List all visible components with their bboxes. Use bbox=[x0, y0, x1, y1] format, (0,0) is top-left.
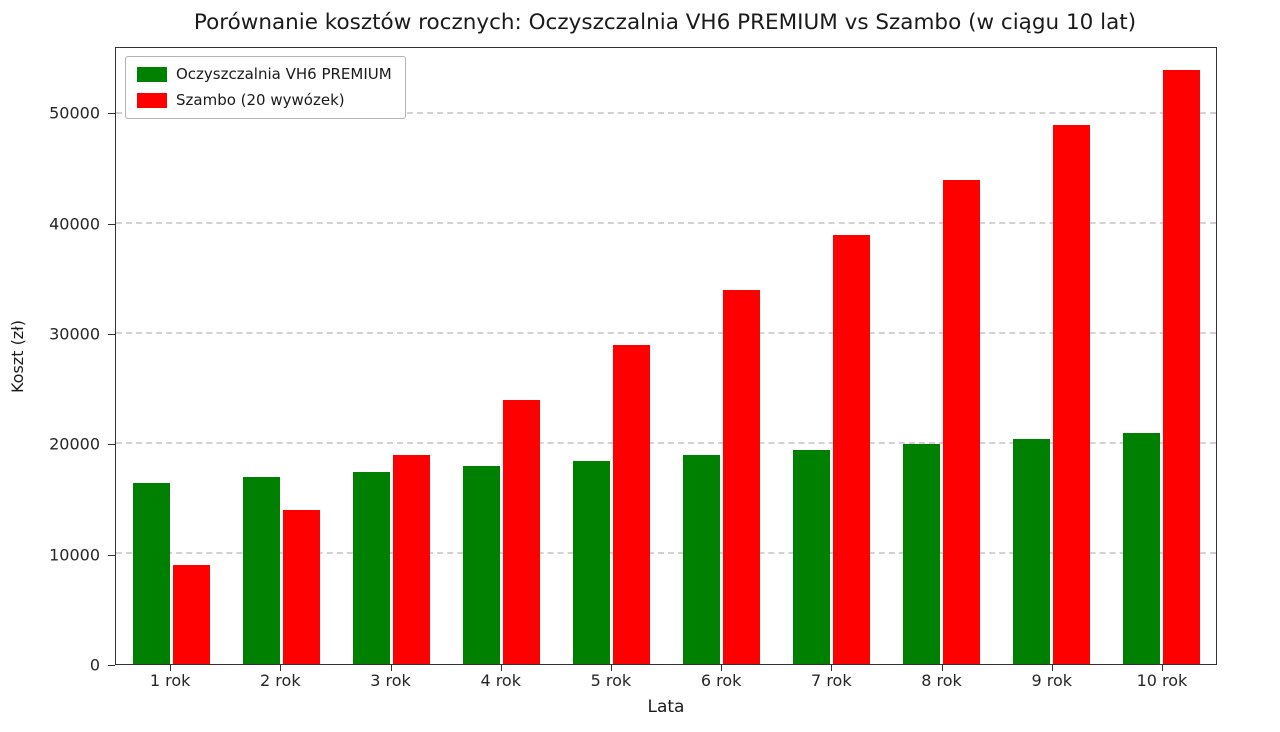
bars-row bbox=[116, 48, 1216, 664]
y-tick-label: 30000 bbox=[49, 324, 100, 344]
bar-szambo-20-wyw-zek bbox=[722, 290, 760, 664]
x-tick-mark bbox=[1161, 665, 1163, 671]
x-tick-mark bbox=[610, 665, 612, 671]
bar-szambo-20-wyw-zek bbox=[832, 235, 870, 664]
bar-szambo-20-wyw-zek bbox=[1162, 70, 1200, 664]
x-tick-mark bbox=[280, 665, 282, 671]
gridline bbox=[116, 112, 1216, 114]
y-tick-label: 20000 bbox=[49, 434, 100, 454]
bar-group-9-rok bbox=[996, 48, 1106, 664]
bar-szambo-20-wyw-zek bbox=[502, 400, 540, 664]
x-tick-label: 10 rok bbox=[1107, 665, 1217, 690]
bar-group-6-rok bbox=[666, 48, 776, 664]
y-tick-mark bbox=[108, 333, 115, 335]
gridline bbox=[116, 442, 1216, 444]
x-tick-mark bbox=[1051, 665, 1053, 671]
bar-szambo-20-wyw-zek bbox=[612, 345, 650, 664]
x-tick-label: 5 rok bbox=[556, 665, 666, 690]
bar-oczyszczalnia-vh6-premium bbox=[1012, 438, 1050, 664]
plot-area: Oczyszczalnia VH6 PREMIUM Szambo (20 wywó… bbox=[115, 47, 1217, 665]
bar-group-5-rok bbox=[556, 48, 666, 664]
gridline bbox=[116, 222, 1216, 224]
x-tick-mark bbox=[721, 665, 723, 671]
bar-oczyszczalnia-vh6-premium bbox=[792, 449, 830, 664]
bar-oczyszczalnia-vh6-premium bbox=[352, 471, 390, 664]
x-tick-mark bbox=[941, 665, 943, 671]
bar-oczyszczalnia-vh6-premium bbox=[572, 460, 610, 664]
x-tick-mark bbox=[831, 665, 833, 671]
y-axis-label: Koszt (zł) bbox=[0, 47, 34, 665]
x-tick-labels: 1 rok 2 rok 3 rok 4 rok 5 rok 6 rok 7 rok 8 rok… bbox=[115, 665, 1217, 690]
legend-label: Szambo (20 wywózek) bbox=[176, 91, 345, 109]
x-tick-label: 3 rok bbox=[335, 665, 445, 690]
bar-oczyszczalnia-vh6-premium bbox=[682, 455, 720, 664]
x-tick-label: 6 rok bbox=[666, 665, 776, 690]
bar-group-2-rok bbox=[226, 48, 336, 664]
y-tick-mark bbox=[108, 223, 115, 225]
chart-title: Porównanie kosztów rocznych: Oczyszczaln… bbox=[193, 10, 1137, 35]
x-tick-label: 1 rok bbox=[115, 665, 225, 690]
legend-item-szambo-20-wyw-zek: Szambo (20 wywózek) bbox=[137, 91, 392, 109]
y-tick-label: 0 bbox=[89, 655, 100, 675]
y-tick-mark bbox=[108, 113, 115, 115]
x-tick-label: 4 rok bbox=[446, 665, 556, 690]
legend-swatch bbox=[137, 92, 167, 108]
x-tick-label: 2 rok bbox=[225, 665, 335, 690]
gridline bbox=[116, 332, 1216, 334]
x-tick-mark bbox=[500, 665, 502, 671]
y-tick-mark bbox=[108, 665, 115, 666]
legend-item-oczyszczalnia-vh6-premium: Oczyszczalnia VH6 PREMIUM bbox=[137, 65, 392, 83]
x-tick-label: 9 rok bbox=[997, 665, 1107, 690]
x-axis-label: Lata bbox=[647, 697, 685, 717]
bar-group-10-rok bbox=[1106, 48, 1216, 664]
bar-group-8-rok bbox=[886, 48, 996, 664]
bar-szambo-20-wyw-zek bbox=[172, 565, 210, 664]
bar-szambo-20-wyw-zek bbox=[1052, 125, 1090, 664]
x-tick-mark bbox=[390, 665, 392, 671]
legend: Oczyszczalnia VH6 PREMIUM Szambo (20 wywó… bbox=[125, 56, 406, 119]
y-tick-label: 40000 bbox=[49, 214, 100, 234]
y-tick-mark bbox=[108, 444, 115, 446]
legend-swatch bbox=[137, 66, 167, 82]
bar-group-3-rok bbox=[336, 48, 446, 664]
y-tick-mark bbox=[108, 554, 115, 556]
legend-label: Oczyszczalnia VH6 PREMIUM bbox=[176, 65, 392, 83]
bar-oczyszczalnia-vh6-premium bbox=[462, 466, 500, 664]
bar-oczyszczalnia-vh6-premium bbox=[1122, 433, 1160, 664]
bar-szambo-20-wyw-zek bbox=[942, 180, 980, 664]
bar-oczyszczalnia-vh6-premium bbox=[242, 477, 280, 664]
gridline bbox=[116, 552, 1216, 554]
bar-group-1-rok bbox=[116, 48, 226, 664]
bar-oczyszczalnia-vh6-premium bbox=[132, 482, 170, 664]
x-tick-label: 8 rok bbox=[886, 665, 996, 690]
x-tick-label: 7 rok bbox=[776, 665, 886, 690]
y-tick-label: 10000 bbox=[49, 545, 100, 565]
bar-oczyszczalnia-vh6-premium bbox=[902, 444, 940, 664]
y-tick-label: 50000 bbox=[49, 103, 100, 123]
bar-szambo-20-wyw-zek bbox=[282, 510, 320, 664]
bar-group-7-rok bbox=[776, 48, 886, 664]
bar-szambo-20-wyw-zek bbox=[392, 455, 430, 664]
x-tick-mark bbox=[170, 665, 172, 671]
bar-group-4-rok bbox=[446, 48, 556, 664]
